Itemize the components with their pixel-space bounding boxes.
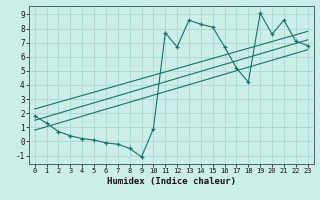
X-axis label: Humidex (Indice chaleur): Humidex (Indice chaleur) bbox=[107, 177, 236, 186]
